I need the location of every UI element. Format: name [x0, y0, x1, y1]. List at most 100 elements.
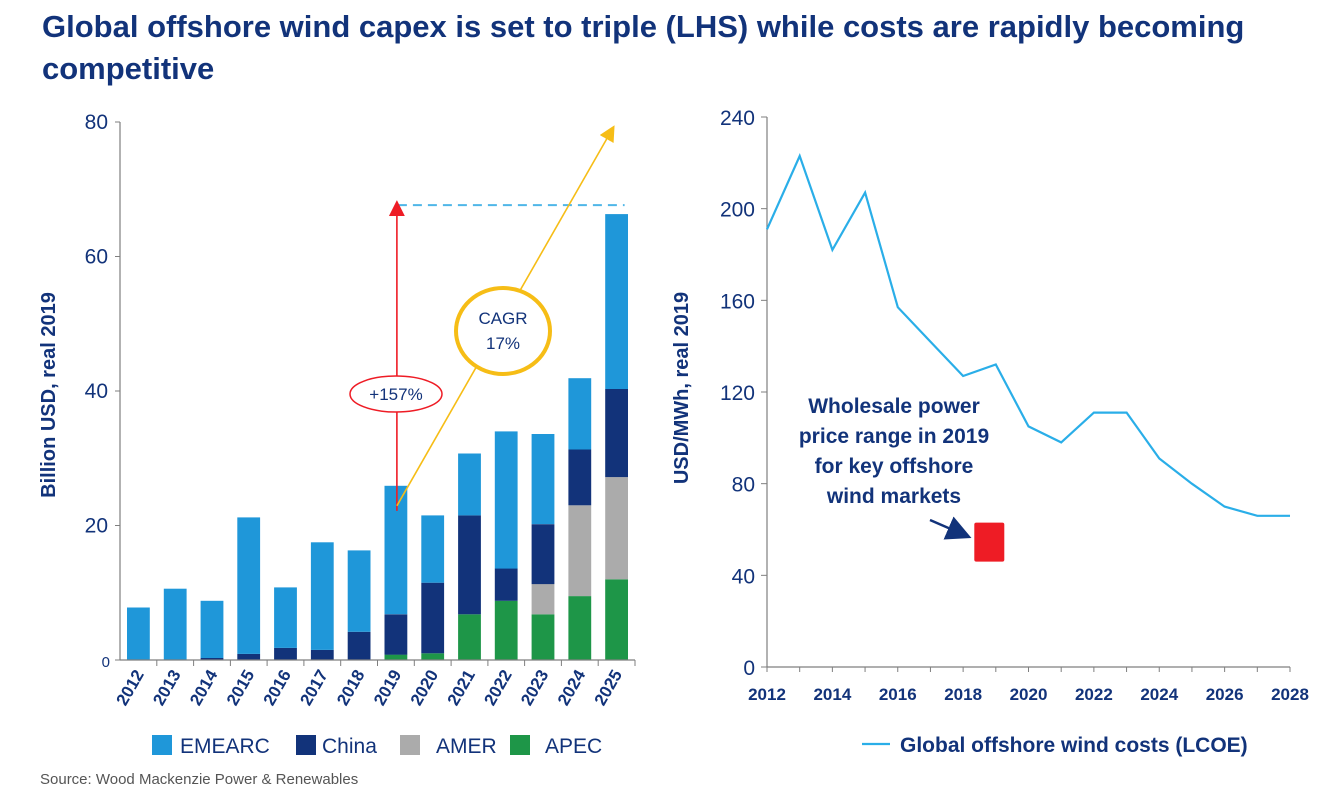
right-x-tick-label: 2022	[1075, 685, 1113, 704]
annotation-line-2: price range in 2019	[799, 425, 989, 448]
bar-china-2014	[200, 658, 224, 660]
bar-amer-2025	[605, 477, 628, 580]
right-y-tick-label: 120	[720, 382, 755, 405]
left-x-tick-label: 2012	[112, 667, 147, 709]
bar-emearc-2013	[163, 588, 187, 660]
bar-emearc-2022	[494, 431, 518, 569]
wholesale-price-annotation: Wholesale power price range in 2019 for …	[799, 395, 1005, 562]
bar-china-2017	[310, 649, 334, 660]
wholesale-price-range-box	[974, 522, 1005, 562]
left-x-tick-label: 2021	[444, 667, 479, 709]
right-x-tick-label: 2026	[1206, 685, 1244, 704]
bar-emearc-2017	[310, 542, 334, 650]
bar-china-2023	[531, 524, 555, 585]
left-y-tick-label: 20	[85, 515, 108, 538]
bar-china-2015	[237, 653, 261, 660]
bar-china-2020	[421, 582, 445, 654]
legend-swatch-china	[296, 735, 316, 755]
right-y-tick-label: 200	[720, 199, 755, 222]
lcoe-series-line	[765, 153, 1290, 517]
left-x-tick-label: 2023	[517, 667, 552, 709]
annotation-line-3: for key offshore	[815, 455, 974, 478]
annotation-line-4: wind markets	[826, 485, 961, 508]
bar-emearc-2021	[458, 453, 481, 516]
bar-emearc-2025	[605, 214, 628, 389]
left-y-tick-label: 40	[85, 380, 108, 403]
bar-emearc-2018	[347, 550, 371, 632]
legend-label-amer: AMER	[436, 735, 497, 758]
legend-label-lcoe: Global offshore wind costs (LCOE)	[900, 734, 1248, 757]
right-x-tick-label: 2024	[1140, 685, 1178, 704]
annotation-arrow	[929, 516, 972, 540]
left-x-tick-label: 2014	[186, 666, 222, 709]
growth-annotations: +157% CAGR 17%	[349, 125, 625, 511]
bar-emearc-2014	[200, 600, 224, 658]
bar-china-2024	[568, 449, 592, 506]
bar-apec-2023	[531, 614, 555, 660]
annotation-line-1: Wholesale power	[808, 395, 980, 418]
growth-label-oval	[349, 375, 443, 413]
right-y-tick-label: 40	[732, 565, 755, 588]
right-x-tick-label: 2018	[944, 685, 982, 704]
left-x-tick-label: 2025	[591, 667, 626, 709]
bar-apec-2025	[605, 579, 628, 660]
right-y-tick-label: 240	[720, 107, 755, 130]
left-x-tick-label: 2019	[370, 667, 405, 709]
bar-amer-2023	[531, 584, 555, 615]
left-x-tick-label: 2015	[223, 667, 258, 709]
bar-china-2025	[605, 389, 628, 478]
legend-label-apec: APEC	[545, 735, 602, 758]
right-x-tick-label: 2016	[879, 685, 917, 704]
cagr-label-line1: CAGR	[478, 309, 527, 328]
bar-china-2021	[458, 515, 481, 615]
bar-apec-2020	[421, 653, 445, 660]
chart-title: Global offshore wind capex is set to tri…	[42, 9, 1245, 86]
right-y-axis-label: USD/MWh, real 2019	[671, 292, 693, 484]
left-x-tick-label: 2024	[554, 666, 590, 709]
left-x-tick-label: 2022	[480, 667, 515, 709]
legend-swatch-apec	[510, 735, 530, 755]
bar-china-2016	[274, 647, 297, 660]
bar-china-2022	[494, 568, 518, 601]
left-y-tick-label: 80	[85, 111, 108, 134]
capex-legend: EMEARC China AMER APEC	[152, 735, 602, 758]
bar-emearc-2012	[127, 607, 150, 660]
legend-swatch-emearc	[152, 735, 172, 755]
bar-emearc-2020	[421, 515, 445, 583]
left-x-tick-label: 2017	[296, 667, 331, 709]
bar-apec-2022	[494, 600, 518, 660]
right-x-tick-label: 2028	[1271, 685, 1309, 704]
capex-bar-chart: 2012 2013 2014 2015 2016 2017 2018 2019 2020 2021…	[38, 111, 636, 758]
left-x-tick-label: 2013	[149, 667, 184, 709]
source-note: Source: Wood Mackenzie Power & Renewable…	[40, 771, 359, 788]
bar-emearc-2019	[384, 485, 408, 615]
left-x-tick-label: 2020	[407, 667, 442, 709]
growth-label: +157%	[369, 385, 422, 404]
legend-swatch-amer	[400, 735, 420, 755]
legend-label-china: China	[322, 735, 377, 758]
bar-emearc-2023	[531, 434, 555, 525]
bar-apec-2019	[384, 654, 408, 660]
lcoe-legend: Global offshore wind costs (LCOE)	[862, 734, 1248, 757]
right-x-tick-label: 2012	[748, 685, 786, 704]
bar-emearc-2016	[274, 587, 297, 648]
right-y-tick-label: 160	[720, 290, 755, 313]
bar-apec-2024	[568, 596, 592, 660]
bar-china-2018	[347, 631, 371, 660]
bar-china-2019	[384, 614, 408, 655]
right-y-tick-label: 80	[732, 474, 755, 497]
legend-label-emearc: EMEARC	[180, 735, 270, 758]
left-x-tick-label: 2016	[260, 667, 295, 709]
bar-emearc-2024	[568, 378, 592, 450]
bar-emearc-2015	[237, 517, 261, 654]
bar-amer-2024	[568, 505, 592, 597]
right-x-tick-label: 2014	[813, 685, 851, 704]
right-y-tick-label: 0	[743, 657, 755, 680]
left-y-tick-label: 60	[85, 246, 108, 269]
lcoe-line-chart: 0 40 80 120 160 200 240 2012 2014 2016 2018 2020 202…	[671, 107, 1309, 757]
left-y-axis-label: Billion USD, real 2019	[38, 292, 60, 498]
right-x-tick-label: 2020	[1010, 685, 1048, 704]
cagr-label-oval	[454, 286, 552, 376]
bar-apec-2021	[458, 614, 481, 660]
